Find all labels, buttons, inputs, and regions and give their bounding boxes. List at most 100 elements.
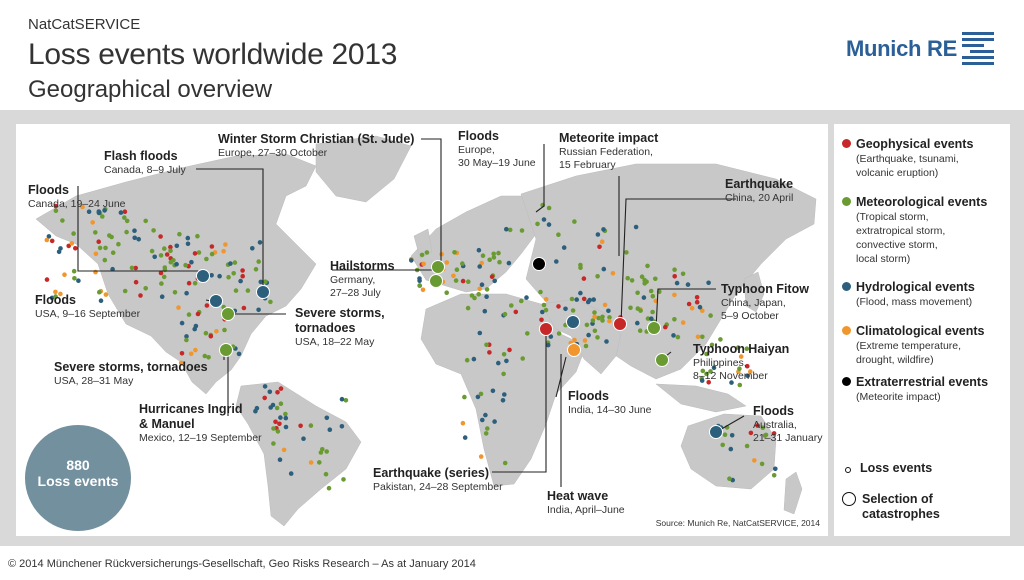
loss-event-dot [708, 369, 713, 374]
loss-event-dot [158, 234, 163, 239]
footer-copyright: © 2014 Münchener Rückversicherungs-Gesel… [8, 558, 476, 570]
loss-event-dot [513, 309, 519, 315]
loss-event-dot [706, 380, 711, 385]
loss-event-dot [624, 250, 629, 255]
loss-event-dot [179, 320, 185, 326]
loss-event-dot [267, 389, 273, 395]
loss-event-dot [591, 297, 596, 302]
loss-event-dot [93, 251, 99, 257]
logo-mark-icon [962, 32, 994, 65]
loss-event-dot [639, 274, 645, 279]
loss-event-dot [489, 274, 495, 279]
loss-event-dot [132, 235, 137, 241]
catastrophe-marker-meteorological [431, 260, 445, 274]
loss-event-dot [718, 337, 723, 342]
catastrophe-markers [196, 257, 723, 439]
loss-event-dot [625, 275, 630, 281]
loss-event-dot [500, 398, 506, 403]
loss-event-dot [556, 304, 561, 309]
loss-event-dot [587, 297, 592, 303]
loss-event-dot [202, 353, 208, 359]
land-indonesia [655, 383, 747, 413]
logo-text: Munich RE [846, 36, 957, 61]
world-map-svg [35, 135, 817, 527]
loss-event-dot [578, 265, 583, 271]
loss-event-dot [592, 310, 597, 315]
loss-event-dot [278, 401, 284, 407]
loss-event-dot [482, 308, 488, 314]
loss-event-dot [592, 328, 598, 334]
loss-event-dot [460, 278, 466, 284]
loss-event-dot [110, 266, 115, 272]
loss-event-dot [635, 290, 640, 296]
loss-event-dot [102, 257, 108, 263]
lead-line [421, 138, 442, 266]
loss-event-dot [466, 279, 471, 284]
loss-event-dot [132, 228, 137, 233]
loss-event-dot [186, 312, 192, 317]
loss-event-dot [524, 295, 529, 300]
loss-event-dot [501, 371, 506, 377]
loss-event-dot [138, 293, 143, 298]
loss-event-dot [256, 307, 261, 313]
loss-event-dot [209, 244, 215, 249]
loss-event-dot [98, 298, 104, 303]
loss-event-dot [535, 221, 540, 227]
land-north-america [35, 153, 317, 395]
loss-event-dot [278, 386, 284, 391]
loss-event-dot [540, 309, 545, 315]
loss-event-dot [592, 314, 597, 320]
loss-event-dot [116, 241, 121, 247]
loss-event-dot [538, 289, 543, 295]
loss-event-dot [572, 337, 577, 343]
loss-event-dot [694, 299, 700, 305]
loss-event-dot [650, 309, 655, 315]
loss-event-dot [635, 320, 640, 326]
loss-event-dot [250, 246, 255, 251]
loss-event-dot [607, 318, 612, 324]
annotation-heat-wave-india: Heat wave India, April–June [547, 489, 625, 516]
loss-event-dot [308, 460, 314, 465]
loss-event-dot [507, 227, 513, 233]
loss-event-dot [339, 424, 345, 429]
loss-event-dot [159, 294, 165, 299]
loss-event-dot [168, 248, 173, 254]
annotation-hurricanes-ingrid-manuel: Hurricanes Ingrid & Manuel Mexico, 12–19 … [139, 402, 262, 444]
loss-event-dot [46, 234, 52, 239]
loss-event-dot [476, 247, 482, 253]
loss-event-dot [476, 292, 482, 297]
loss-event-dot [539, 317, 544, 323]
loss-event-dot [492, 419, 497, 424]
loss-event-dot [417, 278, 422, 284]
loss-event-dot [245, 288, 251, 293]
loss-event-dot [485, 426, 490, 431]
loss-event-dot [561, 245, 567, 250]
loss-event-dot [56, 249, 62, 255]
loss-event-dot [745, 373, 750, 379]
loss-event-dot [545, 342, 551, 348]
loss-event-dot [184, 337, 189, 343]
loss-event-dot [569, 296, 575, 302]
loss-event-dot [226, 274, 231, 280]
loss-event-dot [174, 243, 180, 249]
loss-event-dot [773, 466, 778, 472]
loss-event-dot [240, 273, 245, 279]
loss-event-dot [487, 257, 493, 263]
loss-event-dot [288, 471, 294, 476]
loss-event-dot [188, 351, 194, 357]
loss-event-dot [133, 279, 139, 285]
loss-event-dot [469, 293, 475, 298]
loss-event-dot [409, 258, 414, 263]
lead-line [77, 186, 203, 272]
loss-event-dot [675, 334, 681, 340]
catastrophe-ring-icon [842, 492, 856, 506]
loss-event-dot [454, 267, 460, 272]
loss-event-dot [185, 235, 191, 241]
lead-line [492, 329, 547, 473]
extraterrestrial-dot-icon [842, 377, 851, 386]
loss-event-dot [645, 316, 651, 321]
loss-event-dot [195, 311, 201, 317]
annotation-severe-storms-late-may: Severe storms, tornadoes USA, 28–31 May [54, 360, 208, 387]
loss-event-dot [452, 250, 457, 255]
annotation-floods-australia: Floods Australia, 21–31 January [753, 404, 823, 444]
